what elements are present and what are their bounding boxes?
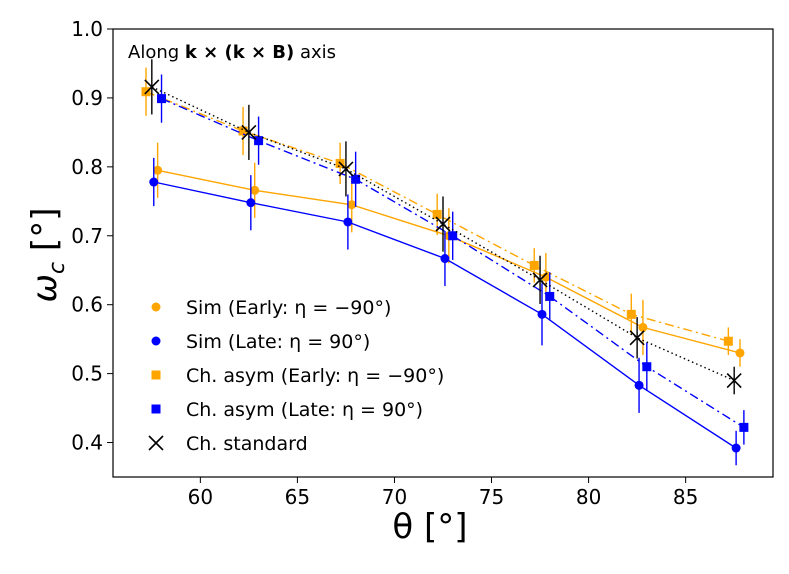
data-point [432,209,442,219]
data-point [529,260,539,270]
x-axis-label: θ [°] [392,507,467,547]
y-tick-label: 0.9 [71,86,103,110]
data-point [149,177,159,187]
data-point [541,272,551,282]
data-point [723,336,733,346]
legend-marker [148,435,164,451]
y-tick-label: 0.7 [71,224,103,248]
data-point [238,126,248,136]
y-tick-label: 0.5 [71,362,103,386]
data-point [629,330,645,346]
data-point [440,254,450,264]
legend-marker [151,404,161,414]
data-point [545,291,555,301]
plot-frame [112,28,774,478]
x-axis-ticks: 60 65 70 75 80 85 [188,477,698,509]
x-tick-label: 60 [188,485,213,509]
legend-marker [151,302,161,312]
legend-label: Ch. standard [186,433,308,455]
y-tick-label: 0.8 [71,155,103,179]
data-point [638,322,648,332]
legend-label: Ch. asym (Early: η = −90°) [186,365,444,387]
series-3 [157,74,749,445]
data-point [241,124,257,140]
data-point [250,185,260,195]
data-point [739,422,749,432]
x-tick-label: 70 [382,485,407,509]
data-point [537,309,547,319]
data-point [144,79,160,95]
data-point [726,372,742,389]
legend-marker [151,336,161,346]
series-4 [144,59,742,395]
data-point [153,165,163,175]
data-point [532,272,548,288]
y-tick-label: 1.0 [71,17,103,41]
data-point [448,231,458,241]
legend-label: Ch. asym (Late: η = 90°) [186,399,423,421]
y-axis-ticks: 0.4 0.5 0.6 0.7 0.8 0.9 1.0 [71,17,113,455]
legend-marker [151,370,161,380]
data-point [735,348,745,358]
data-point [343,217,353,227]
x-tick-label: 85 [673,485,698,509]
data-point [642,362,652,372]
data-point [435,216,451,232]
data-point [254,136,264,146]
data-point [246,198,256,208]
plot-area [141,59,749,466]
data-point [731,443,741,453]
x-tick-label: 65 [285,485,310,509]
series-1 [149,157,741,466]
y-axis-label: ωc [°] [25,208,70,303]
legend-label: Sim (Early: η = −90°) [186,297,391,319]
x-tick-label: 75 [479,485,504,509]
legend: Sim (Early: η = −90°) Sim (Late: η = 90°)… [148,297,444,455]
data-point [347,200,357,210]
data-point [626,309,636,319]
data-point [338,161,354,177]
data-point [634,380,644,390]
chart-annotation: Along k × (k × B) axis [128,42,336,63]
data-point [157,94,167,104]
x-tick-label: 80 [576,485,601,509]
data-point [351,174,361,184]
y-tick-label: 0.4 [71,431,103,455]
y-tick-label: 0.6 [71,293,103,317]
legend-label: Sim (Late: η = 90°) [186,331,370,353]
